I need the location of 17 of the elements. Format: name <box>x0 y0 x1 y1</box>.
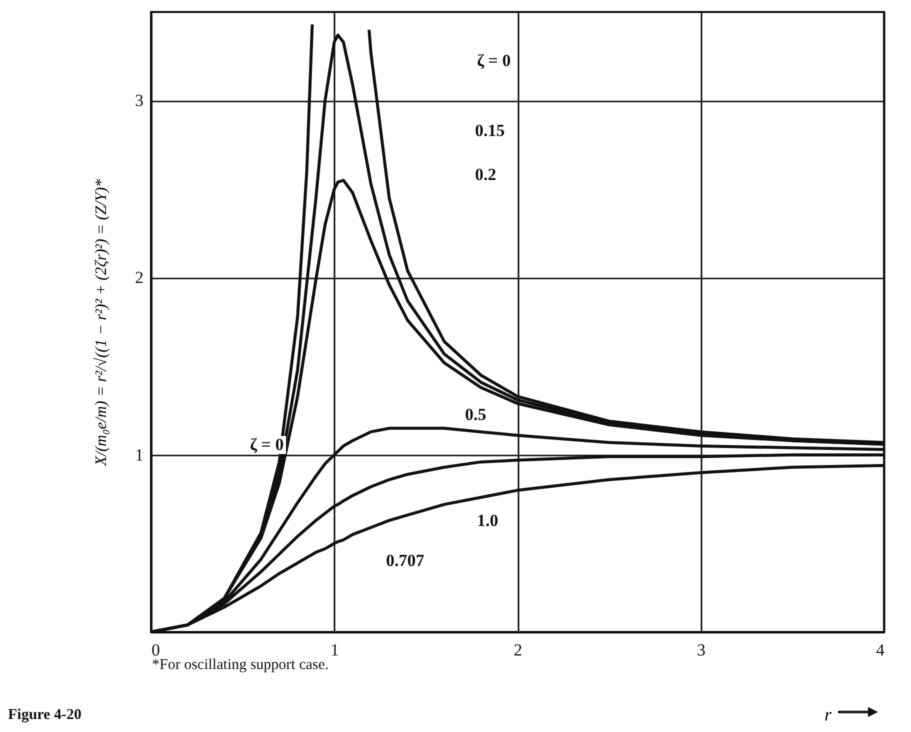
x-axis-title: r <box>824 704 832 724</box>
annotation: 1.0 <box>475 511 500 530</box>
x-tick-label: 4 <box>876 640 885 660</box>
annotation: ζ = 0 <box>475 51 513 70</box>
annotation: ζ = 0 <box>248 435 286 454</box>
caption: Figure 4-20 <box>8 706 82 724</box>
y-tick-label: 1 <box>135 445 144 464</box>
y-tick-label: 2 <box>135 268 144 288</box>
y-tick-label: 3 <box>135 91 144 110</box>
annotation: 0.5 <box>463 405 488 424</box>
y-axis-title: X/(m₀e/m) = r²/√((1 − r²)² + (2ζr)²) = (Z/Y)* <box>93 179 110 467</box>
x-tick-label: 2 <box>514 640 522 660</box>
annotation: 0.2 <box>473 165 498 184</box>
annotation: 0.15 <box>473 121 507 140</box>
x-tick-label: 1 <box>330 640 339 660</box>
x-tick-label: 3 <box>697 640 706 660</box>
annotation: 0.707 <box>384 551 426 570</box>
